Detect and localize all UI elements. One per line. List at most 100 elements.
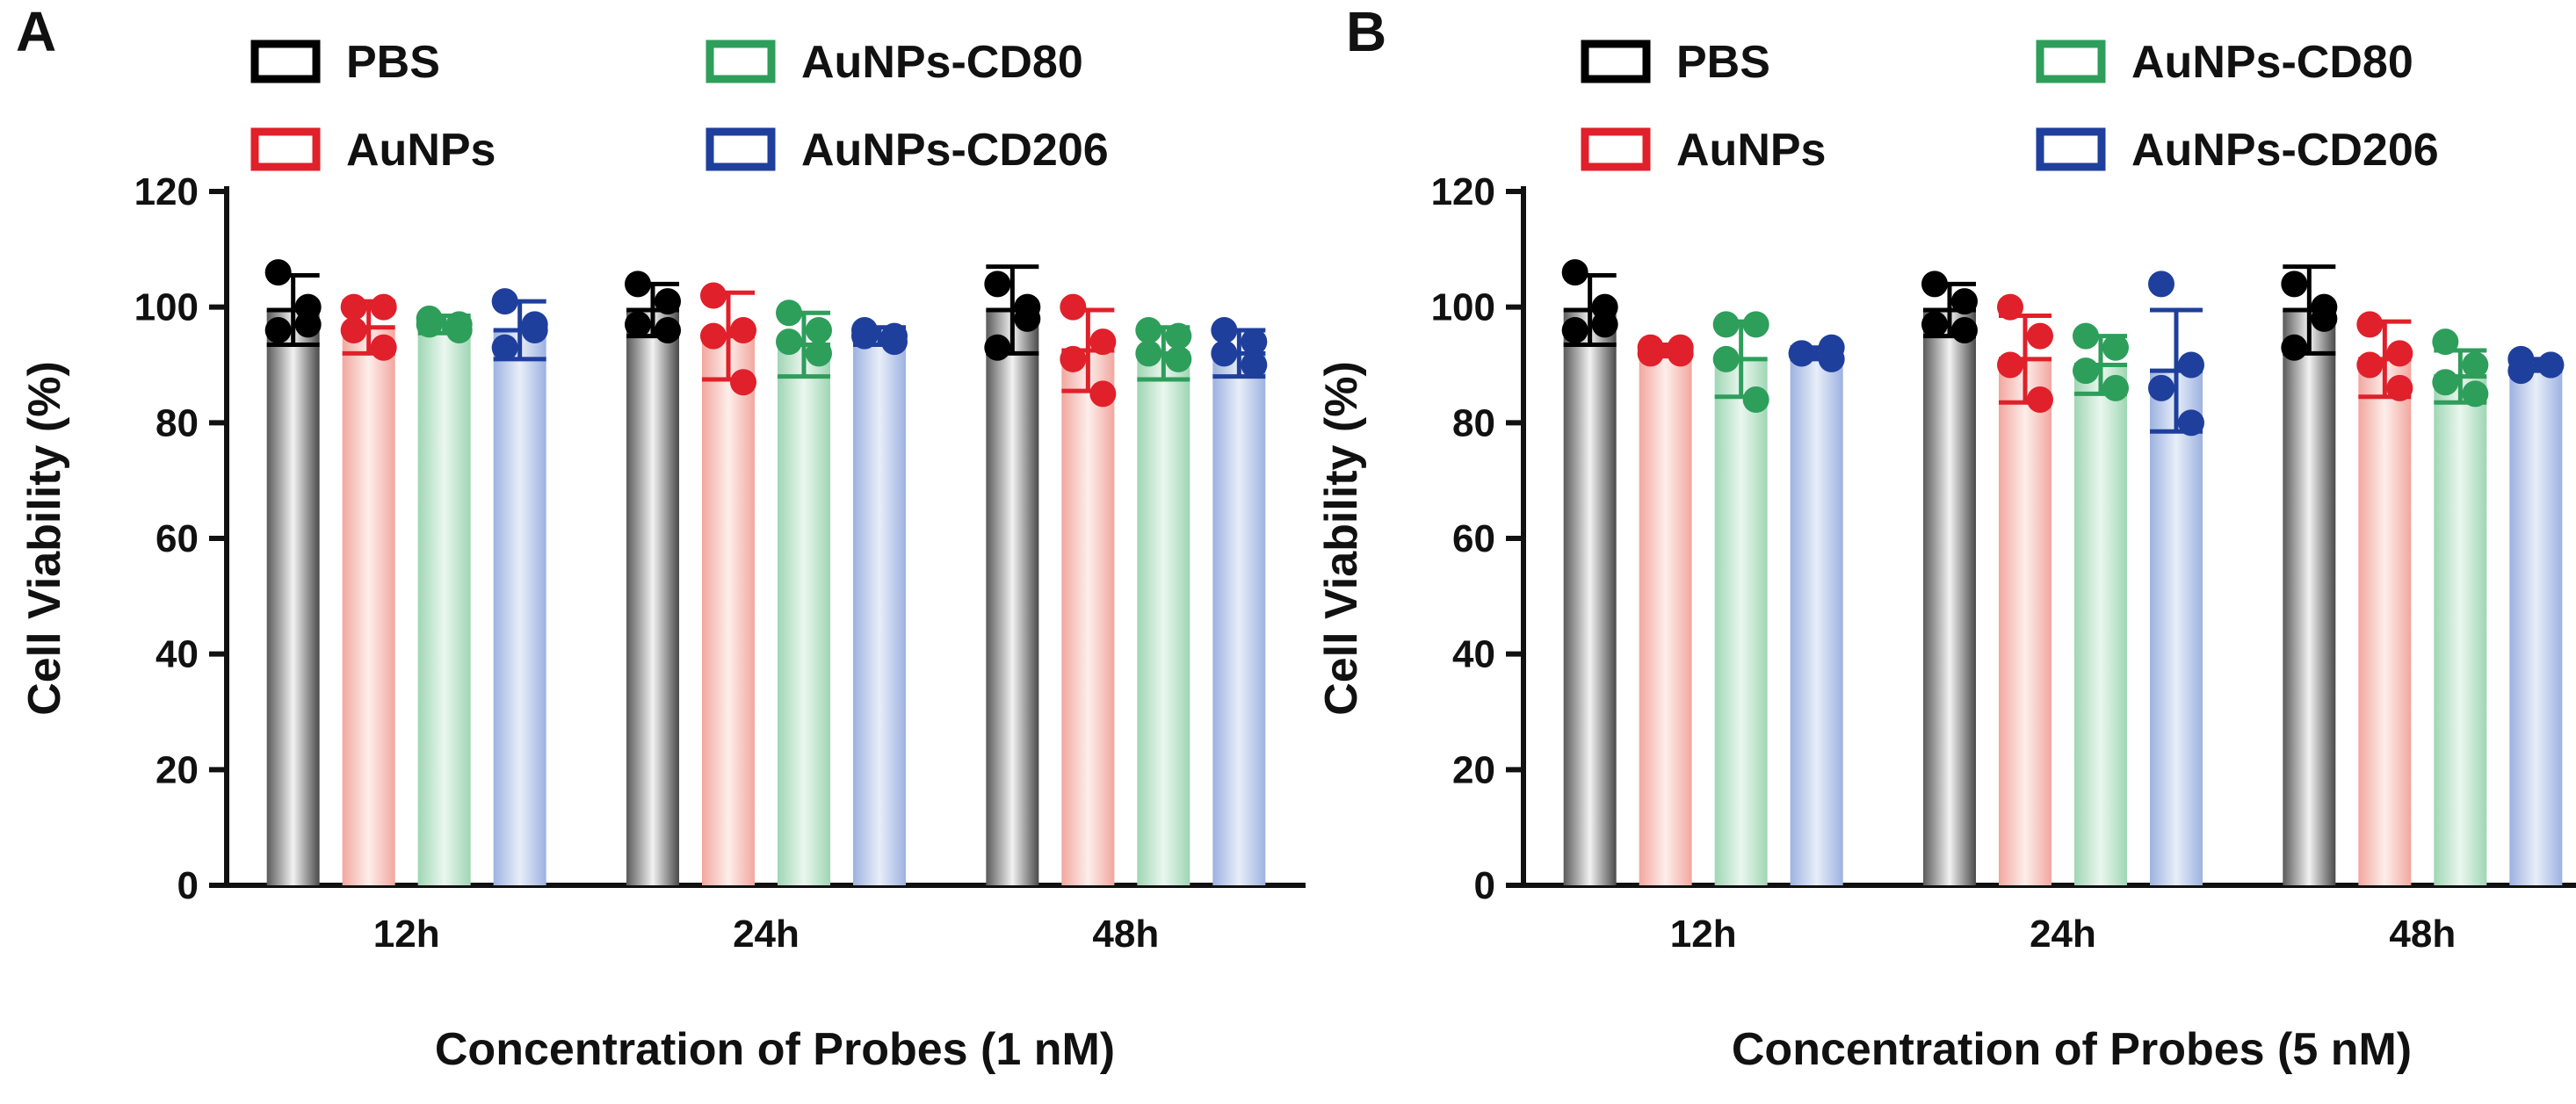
data-point [2027,386,2053,413]
data-point [625,311,651,338]
legend-label: AuNPs-CD80 [2131,37,2413,88]
data-point [340,293,367,321]
data-point [1165,345,1192,372]
bar [1212,353,1266,885]
bar-aunps-cd206-12h [491,288,548,885]
data-point [776,328,802,356]
bar-aunps-cd80-12h [1712,311,1769,886]
bar [1061,350,1115,886]
bar-aunps-cd80-24h [2073,322,2129,885]
bar [853,336,906,885]
bar [2434,376,2487,886]
data-point [1060,345,1087,372]
data-point [1591,311,1618,338]
data-point [1241,351,1268,379]
data-point [851,322,878,350]
data-point [806,340,832,367]
bar-aunps-cd206-48h [2507,345,2565,885]
y-axis-title: Cell Viability (%) [19,361,70,716]
y-tick-label: 60 [1452,517,1495,560]
data-point [1712,311,1740,338]
bar-aunps-cd206-48h [1211,317,1268,885]
data-point [1742,311,1769,338]
data-point [1561,259,1588,286]
bar-aunps-cd206-24h [851,317,908,885]
data-point [1921,271,1948,298]
x-axis-title: Concentration of Probes (1 nM) [435,1024,1115,1075]
legend-swatch [706,40,776,83]
data-point [340,317,367,343]
bar [2358,358,2412,886]
y-tick-label: 0 [1474,864,1495,907]
data-point [2102,374,2129,401]
data-point [655,317,681,343]
data-point [984,271,1011,298]
y-tick-label: 20 [1452,748,1495,791]
data-point [806,317,832,343]
legend-item-aunps-cd206: AuNPs-CD206 [2036,125,2439,176]
data-point [1997,351,2023,379]
x-tick-label: 48h [2389,913,2456,956]
y-tick-label: 80 [156,401,199,444]
data-point [1667,334,1694,361]
x-tick-label: 48h [1092,913,1159,956]
data-point [491,288,518,315]
x-tick-label: 24h [733,913,800,956]
bar [1137,353,1190,885]
data-point [1951,317,1978,343]
y-tick-label: 120 [1431,170,1495,213]
data-point [700,322,727,350]
data-point [730,369,756,396]
bar [2283,309,2336,885]
data-point [2178,351,2204,379]
data-point [370,293,397,321]
bar-pbs-24h [1921,271,1978,885]
bar-aunps-12h [340,293,397,885]
bar [1923,309,1976,885]
bar [626,309,679,885]
bar [702,336,755,885]
data-point [416,311,443,338]
data-point [2356,311,2384,338]
legend-item-aunps-cd80: AuNPs-CD80 [706,37,1083,88]
data-point [1211,340,1238,367]
bar [2509,364,2563,885]
bar [2150,371,2203,885]
bar [342,327,395,885]
legend-label: PBS [1676,37,1770,88]
bar [266,309,320,885]
data-point [2462,351,2489,379]
data-point [491,334,518,361]
data-point [776,299,802,327]
bar-aunps-24h [1997,293,2053,886]
data-point [1742,386,1769,413]
data-point [2102,334,2129,361]
x-axis-title: Concentration of Probes (5 nM) [1732,1024,2412,1075]
data-point [1060,293,1087,321]
legend-label: AuNPs-CD206 [2131,125,2439,176]
legend-swatch [2036,40,2106,83]
y-axis-title: Cell Viability (%) [1316,361,1367,716]
data-point [2281,334,2308,361]
data-point [1788,340,1815,367]
data-point [1014,293,1041,321]
data-point [2178,409,2204,437]
data-point [625,271,651,298]
data-point [1712,345,1740,372]
bar [1999,358,2051,886]
bar [1790,353,1843,885]
legend-label: PBS [346,37,440,88]
data-point [655,288,681,315]
y-tick-label: 60 [156,517,199,560]
data-point [1951,288,1978,315]
y-tick-label: 40 [1452,633,1495,676]
bar-aunps-cd80-12h [416,305,473,886]
data-point [521,317,548,343]
bar [493,330,546,885]
y-tick-label: 40 [156,633,199,676]
bar-aunps-cd206-12h [1788,334,1845,885]
data-point [1135,340,1162,367]
bar-aunps-cd206-24h [2148,271,2204,885]
data-point [1089,380,1117,408]
legend-swatch [706,127,776,171]
